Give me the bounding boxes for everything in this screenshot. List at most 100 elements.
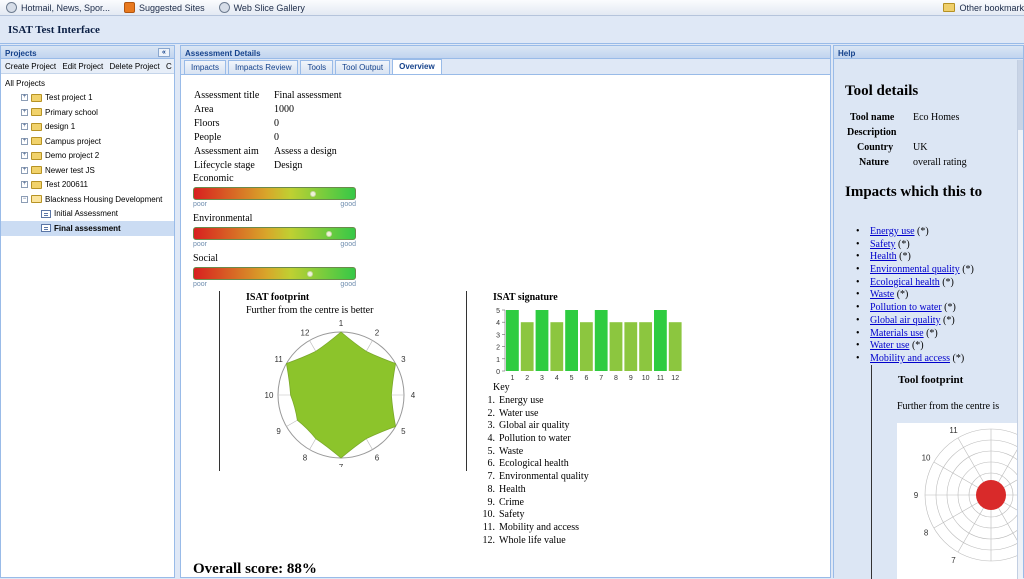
folder-icon [31,108,42,117]
description-label: Description [847,127,897,138]
footprint-divider [219,291,220,471]
impact-item: Global air quality (*) [856,315,974,328]
help-scrollbar[interactable] [1017,60,1023,579]
bar [624,322,638,371]
favorite-hotmail[interactable]: Hotmail, News, Spor... [6,2,110,13]
impact-link[interactable]: Energy use [870,226,915,237]
key-item-label: Waste [499,445,524,457]
expand-icon[interactable]: + [21,123,28,131]
social-bar [193,267,356,280]
tool-details-title: Tool details [845,83,919,99]
tree-item-label: Blackness Housing Development [45,194,163,204]
key-item-number: 12. [482,534,496,546]
expand-icon[interactable]: + [21,152,28,160]
tree-item-assessment[interactable]: Initial Assessment [1,207,174,222]
key-item: 8. Health [475,484,589,497]
tree-item-label: All Projects [5,78,46,88]
expand-icon[interactable]: + [21,94,28,102]
projects-header: Projects « [1,46,174,59]
favorite-web-slice-gallery[interactable]: Web Slice Gallery [218,2,305,13]
tree-item-project[interactable]: + Primary school [1,105,174,120]
collapse-button[interactable]: « [158,48,170,57]
social-label: Social [193,253,218,264]
tree-item-project[interactable]: + Demo project 2 [1,149,174,164]
delete-project-button[interactable]: Delete Project [109,62,160,71]
impact-item: Safety (*) [856,239,974,252]
key-item-label: Environmental quality [499,471,589,483]
expand-icon[interactable]: + [21,181,28,189]
create-project-button[interactable]: Create Project [5,62,57,71]
favorite-suggested-sites[interactable]: Suggested Sites [124,2,205,13]
tab-tools[interactable]: Tools [300,60,334,74]
tool-radar-label: 1 [989,423,994,425]
impact-link[interactable]: Environmental quality [870,264,960,276]
radar-axis-label: 8 [303,453,308,462]
key-item-label: Energy use [499,395,544,406]
tab-tool-output[interactable]: Tool Output [335,60,391,74]
environmental-marker [326,231,333,237]
field-floors: Floors 0 [194,118,279,129]
key-item-number: 7. [487,471,496,483]
key-item: 10. Safety [475,509,589,522]
tree-item-label: Test project 1 [45,93,93,103]
bar-y-tick: 1 [496,357,500,364]
radar-axis-label: 11 [274,355,283,364]
expand-icon[interactable]: + [21,166,28,174]
tree-item-assessment[interactable]: Final assessment [1,221,174,236]
impact-link[interactable]: Waste [870,289,895,301]
bar-x-label: 8 [614,375,618,382]
key-item: 4. Pollution to water [475,433,589,446]
impact-link[interactable]: Global air quality [870,314,941,326]
tool-footprint-divider [871,365,872,579]
tree-item-project[interactable]: + Test 200611 [1,178,174,193]
impact-link[interactable]: Ecological health [870,276,940,288]
field-area: Area 1000 [194,104,294,115]
impact-item: Pollution to water (*) [856,302,974,315]
radar-axis-label: 4 [411,391,416,400]
key-item-number: 10. [482,509,496,521]
nature-value: overall rating [913,157,967,168]
impact-link[interactable]: Health [870,251,897,263]
collapse-icon[interactable]: − [21,195,28,203]
tool-radar-label: 8 [924,529,929,538]
impact-link[interactable]: Water use [870,340,910,352]
edit-project-button[interactable]: Edit Project [62,62,104,71]
expand-icon[interactable]: + [21,108,28,116]
tree-item-project[interactable]: + design 1 [1,120,174,135]
tree-item-project[interactable]: + Test project 1 [1,91,174,106]
tab-overview[interactable]: Overview [392,59,442,74]
folder-icon [31,166,42,175]
details-header: Assessment Details [181,46,830,59]
tree-item-root[interactable]: All Projects [1,76,174,91]
economic-scale: poor good [193,201,356,208]
other-bookmarks[interactable]: Other bookmark [943,3,1024,13]
assessment-details-panel: Assessment Details Impacts Impacts Revie… [180,45,831,578]
signature-title: ISAT signature [493,292,558,303]
country-value: UK [913,142,928,153]
environmental-label: Environmental [193,213,253,224]
impact-link[interactable]: Mobility and access [870,352,950,364]
favorites-bar: Hotmail, News, Spor... Suggested Sites W… [0,0,1024,16]
impact-suffix: (*) [944,302,956,314]
bar-x-label: 7 [599,375,603,382]
help-scrollbar-thumb[interactable] [1018,60,1023,130]
tree-item-project[interactable]: − Blackness Housing Development [1,192,174,207]
impact-link[interactable]: Pollution to water [870,302,942,314]
tool-name-value: Eco Homes [913,112,960,123]
tab-impacts[interactable]: Impacts [184,60,227,74]
projects-panel: Projects « Create Project Edit Project D… [0,45,175,578]
tree-item-project[interactable]: + Newer test JS [1,163,174,178]
tab-impacts-review[interactable]: Impacts Review [228,60,299,74]
suggested-sites-icon [124,2,136,13]
radar-axis-label: 3 [401,355,406,364]
tree-item-project[interactable]: + Campus project [1,134,174,149]
expand-icon[interactable]: + [21,137,28,145]
folder-icon [31,151,42,160]
bar-y-tick: 2 [496,345,500,352]
bar [668,322,682,371]
bar [506,310,519,371]
more-toolbar-button[interactable]: C [166,62,172,71]
impact-link[interactable]: Materials use [870,327,924,339]
impact-link[interactable]: Safety [870,238,896,250]
